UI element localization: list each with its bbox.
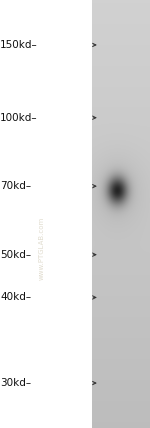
Text: 150kd–: 150kd– [0,40,38,50]
Text: 70kd–: 70kd– [0,181,31,191]
Text: www.PTGLAB.com: www.PTGLAB.com [39,217,45,280]
Text: 100kd–: 100kd– [0,113,38,123]
Text: 30kd–: 30kd– [0,378,31,388]
Text: 40kd–: 40kd– [0,292,31,303]
Text: 50kd–: 50kd– [0,250,31,260]
